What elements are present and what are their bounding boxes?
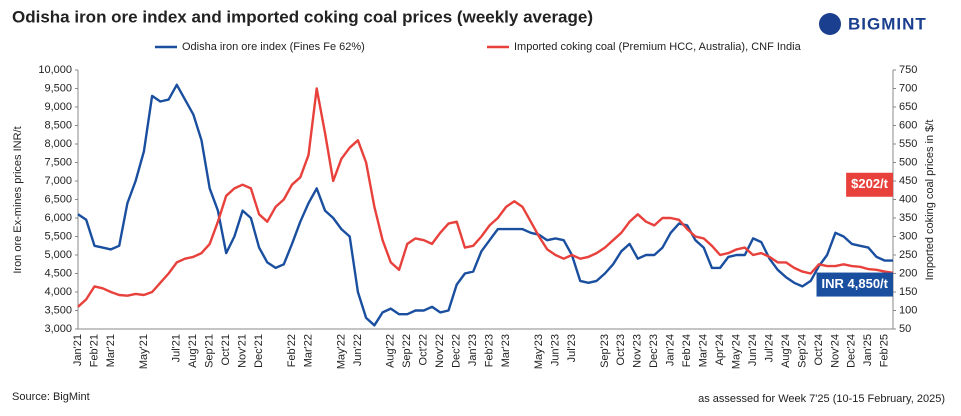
y2-tick-label: 600 [899,119,917,131]
x-tick-label: Nov'24 [829,334,841,368]
y2-tick-label: 650 [899,101,917,113]
y2-tick-label: 500 [899,156,917,168]
x-tick-label: May'24 [730,334,742,369]
x-tick-label: Feb'22 [286,334,298,367]
x-tick-label: Oct'21 [220,334,232,365]
y2-tick-label: 750 [899,64,917,76]
x-tick-label: Nov'21 [237,334,249,368]
annotation-label: INR 4,850/t [822,276,889,291]
x-tick-label: Aug'24 [780,334,792,368]
x-tick-label: Mar'22 [302,334,314,367]
x-tick-label: Oct'24 [813,334,825,365]
y2-axis-title: Imported coking coal prices in $/t [924,120,936,281]
logo-icon [819,13,841,35]
x-tick-label: Jun'24 [747,334,759,366]
x-tick-label: Jan'23 [467,334,479,366]
y2-tick-label: 450 [899,175,917,187]
y2-tick-label: 550 [899,138,917,150]
y-tick-label: 3,500 [44,304,72,316]
x-tick-label: Aug'22 [385,334,397,368]
x-tick-label: Dec'24 [846,334,858,368]
y-tick-label: 9,500 [44,82,72,94]
y2-tick-label: 300 [899,230,917,242]
y-tick-label: 7,000 [44,175,72,187]
x-tick-label: Mar'24 [698,334,710,367]
x-tick-label: Jun'23 [549,334,561,366]
x-tick-label: May'23 [533,334,545,369]
y2-tick-label: 700 [899,82,917,94]
y-tick-label: 10,000 [38,64,72,76]
y-tick-label: 8,500 [44,119,72,131]
y-tick-label: 4,000 [44,286,72,298]
x-tick-label: Mar'21 [105,334,117,367]
x-tick-label: Aug'21 [187,334,199,368]
y-tick-label: 6,500 [44,193,72,205]
annotation-box [816,272,893,297]
annotation: $202/t [846,172,893,197]
note: as assessed for Week 7'25 (10-15 Februar… [698,393,945,405]
x-tick-label: Dec'23 [648,334,660,368]
x-tick-label: Feb'25 [879,334,891,367]
legend-label: Odisha iron ore index (Fines Fe 62%) [182,41,365,53]
x-tick-label: Feb'24 [681,334,693,367]
y-tick-label: 8,000 [44,138,72,150]
x-tick-label: Sep'22 [401,334,413,368]
annotation-label: $202/t [851,176,889,191]
x-tick-label: Sep'21 [204,334,216,368]
y2-tick-label: 400 [899,193,917,205]
x-tick-label: Jan'24 [665,334,677,366]
brand: BIGMINT [848,14,927,33]
y-tick-label: 5,000 [44,249,72,261]
x-tick-label: Nov'22 [434,334,446,368]
x-tick-label: Dec'21 [253,334,265,368]
y-tick-label: 4,500 [44,267,72,279]
legend-label: Imported coking coal (Premium HCC, Austr… [514,41,802,53]
y-axis-title: Iron ore Ex-mines prices INR/t [12,126,24,273]
x-tick-label: Sep'23 [599,334,611,368]
x-tick-label: Dec'22 [451,334,463,368]
x-tick-label: Nov'23 [632,334,644,368]
source: Source: BigMint [12,391,90,403]
x-tick-label: Jun'22 [352,334,364,366]
x-tick-label: Jan'21 [72,334,84,366]
y2-tick-label: 350 [899,212,917,224]
x-tick-label: Feb'23 [484,334,496,367]
y-tick-label: 7,500 [44,156,72,168]
y-tick-label: 9,000 [44,101,72,113]
x-tick-label: May'22 [335,334,347,369]
y-tick-label: 6,000 [44,212,72,224]
y-tick-label: 5,500 [44,230,72,242]
x-tick-label: Apr'24 [714,334,726,365]
y2-tick-label: 150 [899,286,917,298]
y2-tick-label: 200 [899,267,917,279]
y2-tick-label: 100 [899,304,917,316]
y2-tick-label: 250 [899,249,917,261]
y2-tick-label: 50 [899,323,911,335]
x-tick-label: Oct'23 [615,334,627,365]
y-tick-label: 3,000 [44,323,72,335]
x-tick-label: May'21 [138,334,150,369]
x-tick-label: Mar'23 [500,334,512,367]
series-line [77,87,894,308]
x-tick-label: Jul'24 [763,334,775,362]
annotation: INR 4,850/t [816,272,893,297]
x-tick-label: Sep'24 [796,334,808,368]
x-tick-label: Feb'21 [88,334,100,367]
x-tick-label: Oct'22 [418,334,430,365]
annotation-box [846,172,893,197]
series-line [77,83,893,327]
x-tick-label: Jan'25 [862,334,874,366]
x-tick-label: Jul'23 [566,334,578,362]
chart-title: Odisha iron ore index and imported cokin… [12,7,593,26]
x-tick-label: Jul'21 [171,334,183,362]
